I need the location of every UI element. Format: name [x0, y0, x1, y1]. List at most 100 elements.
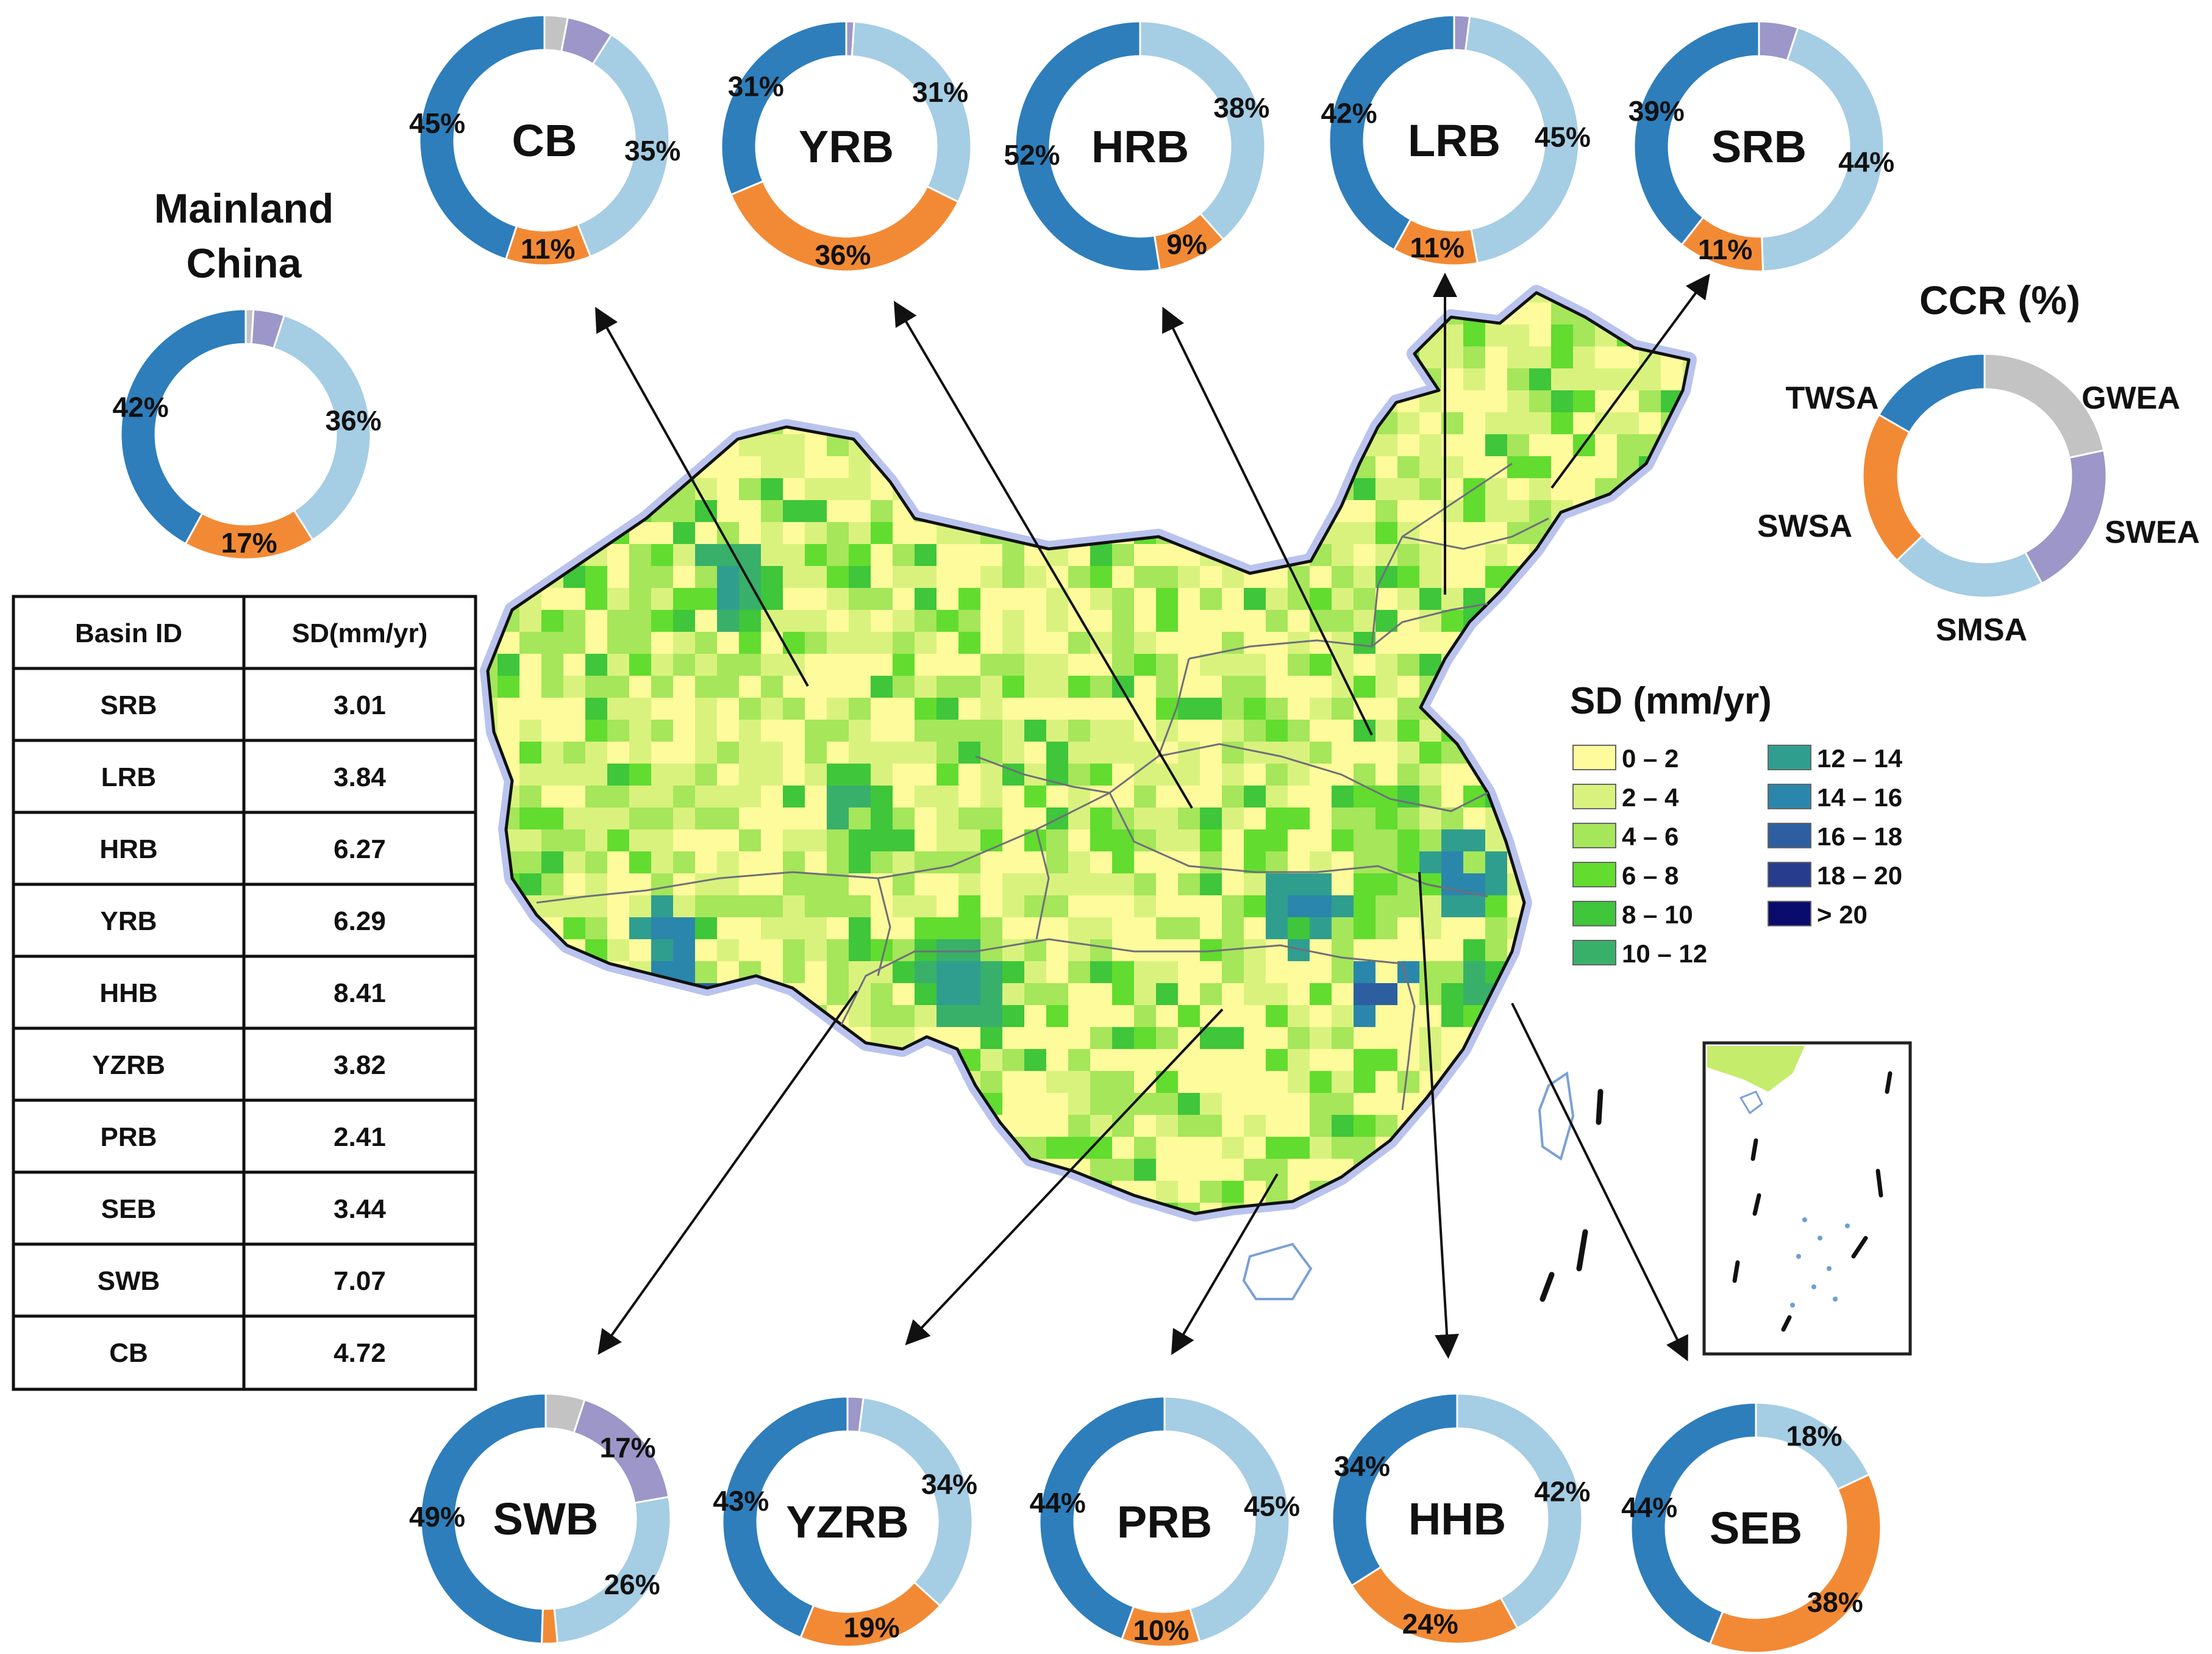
map-cell	[1222, 1159, 1244, 1181]
map-cell	[541, 456, 563, 478]
map-cell	[607, 1159, 629, 1181]
map-cell	[739, 654, 761, 676]
leader-arrows	[595, 273, 1710, 1362]
map-cell	[607, 632, 629, 654]
map-cell	[1046, 895, 1068, 917]
map-cell	[1354, 829, 1375, 851]
map-cell	[498, 1093, 519, 1115]
ccr-legend-segment-swsa	[1861, 413, 1924, 562]
donut-seb-segment-swsa	[1708, 1473, 1882, 1654]
map-cell	[958, 1027, 980, 1049]
map-cell	[739, 1005, 761, 1027]
map-cell	[1375, 456, 1397, 478]
map-cell	[629, 676, 651, 698]
map-cell	[1617, 500, 1639, 522]
map-cell	[871, 829, 893, 851]
map-cell	[585, 478, 607, 500]
map-cell	[871, 522, 893, 544]
map-cell	[980, 851, 1002, 873]
map-cell	[893, 654, 915, 676]
map-cell	[1639, 720, 1661, 742]
mainland-donut-label-twsa: 42%	[113, 392, 169, 423]
map-cell	[1112, 654, 1134, 676]
map-cell	[695, 544, 717, 566]
map-cell	[1068, 1049, 1090, 1071]
donut-lrb-segment-smsa	[1464, 15, 1580, 265]
ccr-label-smsa: SMSA	[1936, 612, 2027, 648]
map-cell	[1551, 1159, 1573, 1181]
map-cell	[937, 324, 958, 346]
mainland-donut-segment-smsa	[272, 314, 372, 542]
map-cell	[1068, 720, 1090, 742]
map-cell	[1551, 1027, 1573, 1049]
donut-lrb: 45%11%42%LRB	[1321, 14, 1591, 267]
map-cell	[695, 588, 717, 610]
map-cell	[541, 324, 563, 346]
map-cell	[541, 293, 563, 303]
map-cell	[1683, 1071, 1689, 1093]
map-cell	[1090, 961, 1112, 983]
map-cell	[1419, 293, 1441, 303]
map-cell	[1551, 939, 1573, 961]
map-cell	[1397, 961, 1419, 983]
map-cell	[1529, 961, 1551, 983]
map-cell	[761, 1027, 783, 1049]
map-cell	[1244, 368, 1266, 390]
map-cell	[1178, 500, 1200, 522]
map-cell	[893, 1137, 915, 1159]
map-cell	[805, 434, 827, 456]
map-cell	[1178, 632, 1200, 654]
map-cell	[1551, 1049, 1573, 1071]
map-cell	[958, 390, 980, 412]
map-cell	[1288, 324, 1310, 346]
map-cell	[1288, 1027, 1310, 1049]
mainland-donut: 36%17%42%	[113, 308, 382, 560]
map-cell	[1485, 1159, 1507, 1181]
map-cell	[937, 873, 958, 895]
map-cell	[1573, 293, 1595, 303]
map-cell	[915, 434, 937, 456]
map-cell	[1354, 346, 1375, 368]
sd-legend: SD (mm/yr) 0 – 22 – 44 – 66 – 88 – 1010 …	[1570, 680, 1903, 968]
map-cell	[1595, 390, 1617, 412]
map-cell	[1288, 1093, 1310, 1115]
map-cell	[1266, 390, 1288, 412]
map-cell	[1507, 456, 1529, 478]
map-cell	[1639, 983, 1661, 1005]
map-cell	[805, 632, 827, 654]
map-cell	[1310, 1225, 1332, 1247]
map-cell	[761, 293, 783, 303]
map-cell	[1002, 303, 1024, 324]
basin-label-swb: SWB	[493, 1494, 599, 1544]
donut-hhb: 42%24%34%HHB	[1331, 1392, 1590, 1645]
map-cell	[1134, 456, 1156, 478]
map-cell	[1595, 1203, 1617, 1214]
map-cell	[519, 368, 541, 390]
map-cell	[1463, 293, 1485, 303]
map-cell	[1397, 1071, 1419, 1093]
map-cell	[1024, 1049, 1046, 1071]
map-cell	[1507, 807, 1529, 829]
map-cell	[1573, 1159, 1595, 1181]
map-cell	[1222, 412, 1244, 434]
map-cell	[849, 654, 871, 676]
map-cell	[893, 346, 915, 368]
map-cell	[1573, 610, 1595, 632]
map-cell	[1463, 500, 1485, 522]
map-cell	[915, 456, 937, 478]
map-cell	[915, 807, 937, 829]
donut-seb-segment-twsa	[1630, 1402, 1757, 1645]
map-cell	[673, 851, 695, 873]
map-cell	[783, 851, 805, 873]
map-cell	[849, 293, 871, 303]
map-cell	[1354, 676, 1375, 698]
map-cell	[1112, 1115, 1134, 1137]
sd-legend-label: 10 – 12	[1622, 939, 1707, 968]
map-cell	[1661, 1159, 1683, 1181]
donut-yrb: 31%36%31%YRB	[720, 20, 972, 273]
map-cell	[695, 676, 717, 698]
map-cell	[1134, 412, 1156, 434]
map-cell	[1573, 390, 1595, 412]
map-cell	[849, 917, 871, 939]
